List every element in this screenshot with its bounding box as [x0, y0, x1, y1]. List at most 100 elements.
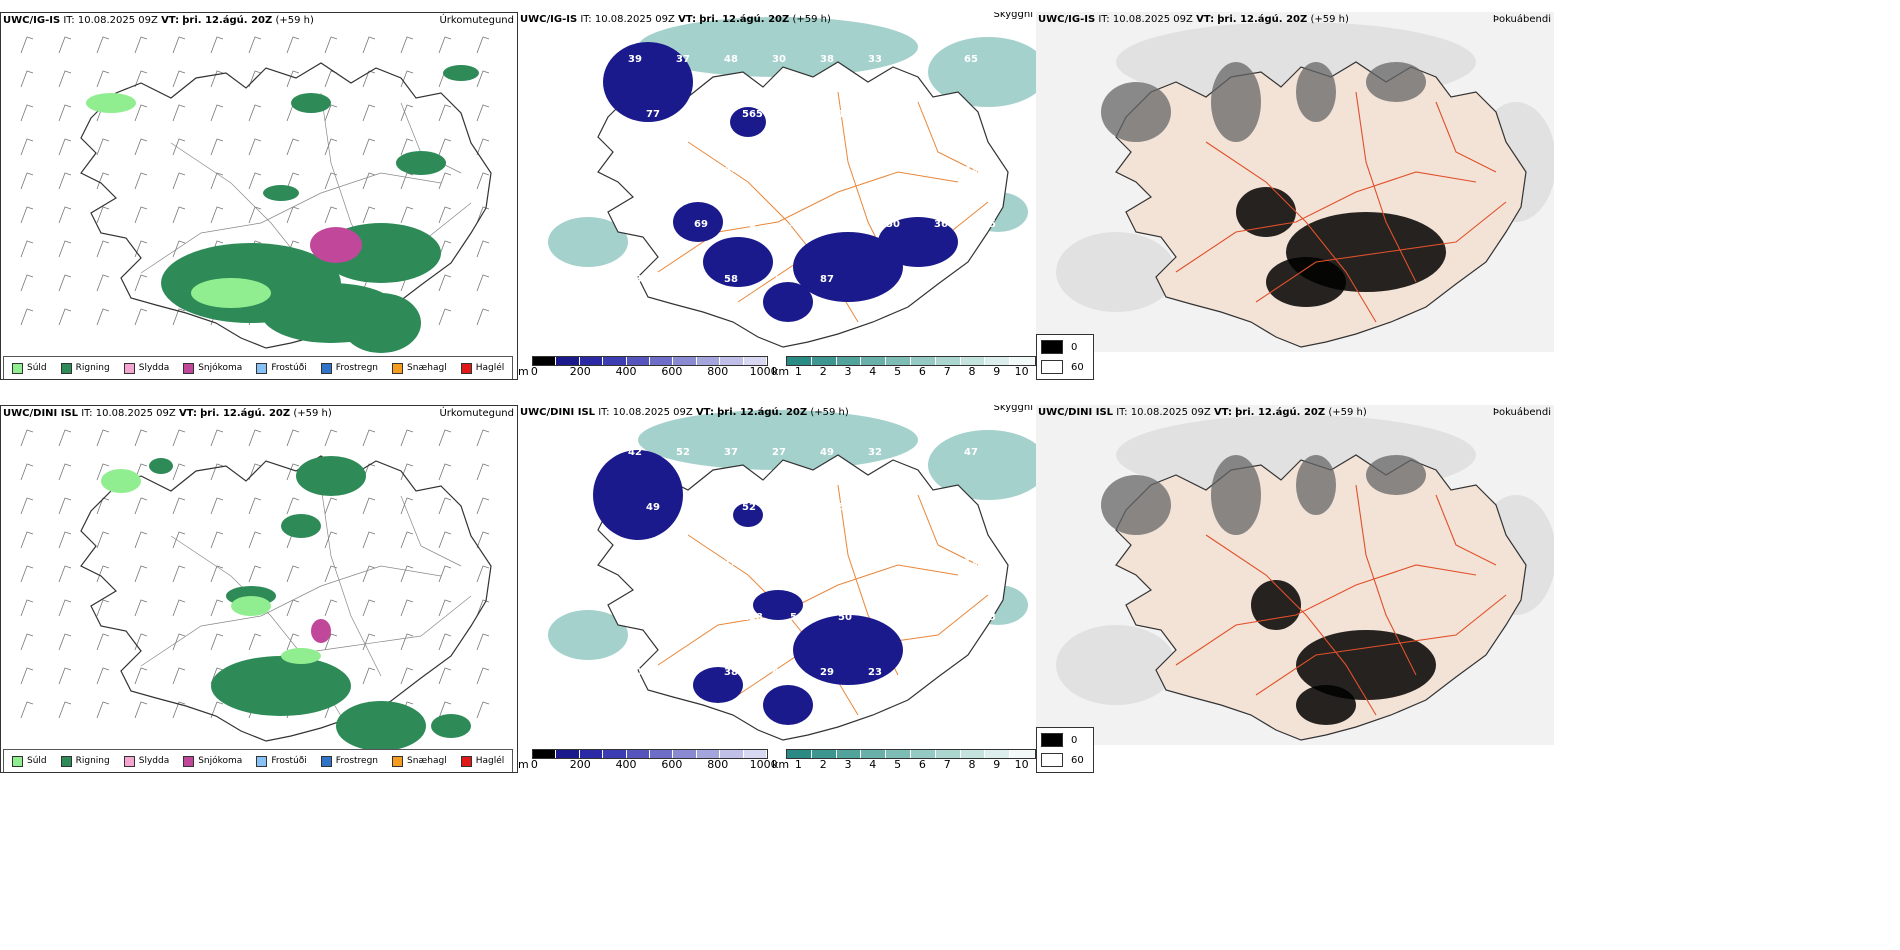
colorbar-segment	[650, 357, 674, 365]
wind-barb	[476, 667, 490, 685]
lead-time: (+59 h)	[1310, 14, 1349, 25]
wind-barb	[20, 240, 34, 258]
valid-label: VT:	[678, 14, 697, 25]
lead-time: (+59 h)	[275, 15, 314, 26]
field-area	[396, 151, 446, 175]
wind-barb	[134, 308, 148, 326]
wind-barb	[96, 701, 110, 719]
colorbar-segment	[787, 750, 812, 758]
fog-legend-item: 0	[1041, 733, 1077, 747]
legend-swatch	[460, 755, 472, 767]
colorbar-segment	[1010, 750, 1035, 758]
colorbar-segment	[811, 750, 837, 758]
field-area	[149, 458, 173, 474]
precip-panel-bottom: UWC/DINI ISL IT: 10.08.2025 09Z VT: þri.…	[0, 405, 518, 773]
colorbar-unit: km	[772, 758, 790, 771]
visibility-value-label: 55	[646, 722, 660, 733]
field-area	[763, 282, 813, 322]
init-time: IT: 10.08.2025 09Z	[1116, 407, 1211, 418]
wind-barb	[476, 138, 490, 156]
wind-barb	[20, 104, 34, 122]
legend-item: Snjókoma	[183, 362, 242, 374]
field-area	[1101, 475, 1171, 535]
valid-label: VT:	[161, 15, 180, 26]
colorbar-tick-label: 9	[993, 758, 1001, 771]
colorbar-tick-label: 2	[819, 758, 827, 771]
visibility-value-label: 46	[886, 612, 900, 623]
wind-barb	[134, 497, 148, 515]
road-line	[1205, 534, 1377, 716]
visibility-value-label: 310	[694, 109, 715, 120]
field-area	[1296, 685, 1356, 725]
visibility-map: 42 52 37 27 49 32 43 47 49 50 52 47 54 37 149 89 122 203 1…	[548, 410, 1036, 741]
visibility-panel-bottom: UWC/DINI ISL IT: 10.08.2025 09Z VT: þri.…	[518, 405, 1036, 773]
wind-barb	[362, 104, 376, 122]
wind-barb	[172, 497, 186, 515]
colorbar-tick-label: 200	[569, 365, 591, 378]
field-area	[1296, 630, 1436, 700]
colorbar-segment	[886, 357, 911, 365]
field-area	[86, 93, 136, 113]
wind-barb	[362, 172, 376, 190]
wind-barb	[400, 206, 414, 224]
panel-header: UWC/IG-IS IT: 10.08.2025 09Z VT: þri. 12…	[518, 12, 1036, 28]
fog-legend: 0 60	[1036, 334, 1094, 380]
field-area	[878, 217, 958, 267]
road-line	[917, 494, 979, 566]
road-line	[1435, 101, 1497, 173]
visibility-value-label: 48	[724, 164, 738, 175]
wind-barb	[134, 667, 148, 685]
colorbar-segment	[861, 750, 887, 758]
wind-barb	[324, 497, 338, 515]
wind-barb	[172, 599, 186, 617]
visibility-value-label: 23	[868, 667, 882, 678]
wind-barb	[172, 701, 186, 719]
colorbar-tick-label: 600	[661, 365, 683, 378]
wind-barb	[210, 429, 224, 447]
visibility-value-label: 91	[886, 109, 900, 120]
colorbar-tick-label: 400	[615, 365, 637, 378]
colorbar-unit: m	[518, 365, 529, 378]
fog-index-map	[1036, 12, 1554, 352]
field-area	[693, 667, 743, 703]
visibility-value-label: 203	[676, 557, 697, 568]
wind-barb	[476, 104, 490, 122]
wind-barb	[96, 206, 110, 224]
road-line	[1175, 171, 1477, 273]
wind-barb	[172, 633, 186, 651]
fog-legend-item: 60	[1041, 753, 1084, 767]
colorbar-tick-label: 7	[943, 758, 951, 771]
iceland-outline	[597, 454, 1009, 741]
wind-barb	[58, 531, 72, 549]
visibility-value-label: 32	[676, 667, 690, 678]
wind-barb	[324, 138, 338, 156]
visibility-value-label: 37	[886, 502, 900, 513]
wind-barb	[438, 565, 452, 583]
wind-barb	[58, 240, 72, 258]
panel-header: UWC/DINI ISL IT: 10.08.2025 09Z VT: þri.…	[1036, 405, 1554, 421]
wind-barb	[362, 667, 376, 685]
road-line	[1255, 594, 1507, 696]
wind-barb	[210, 497, 224, 515]
visibility-value-label: 89	[982, 502, 996, 513]
valid-time: þri. 12.ágú. 20Z	[717, 407, 808, 418]
wind-barb	[476, 172, 490, 190]
wind-barb	[248, 429, 262, 447]
colorbar-strip	[786, 356, 1036, 366]
wind-barb	[58, 172, 72, 190]
wind-barb	[248, 633, 262, 651]
wind-barb	[134, 172, 148, 190]
wind-barb	[438, 531, 452, 549]
wind-barb	[58, 429, 72, 447]
legend-swatch	[123, 362, 135, 374]
wind-barb	[324, 36, 338, 54]
panel-header: UWC/DINI ISL IT: 10.08.2025 09Z VT: þri.…	[1, 406, 517, 422]
legend-label: Súld	[27, 363, 47, 373]
visibility-value-label: 39	[838, 219, 852, 230]
fog-legend-swatch	[1041, 753, 1063, 767]
wind-barb	[438, 599, 452, 617]
wind-barb	[476, 463, 490, 481]
legend-label: Frostregn	[335, 756, 379, 766]
init-time: IT: 10.08.2025 09Z	[81, 408, 176, 419]
colorbar-tick-label: 0	[530, 758, 538, 771]
